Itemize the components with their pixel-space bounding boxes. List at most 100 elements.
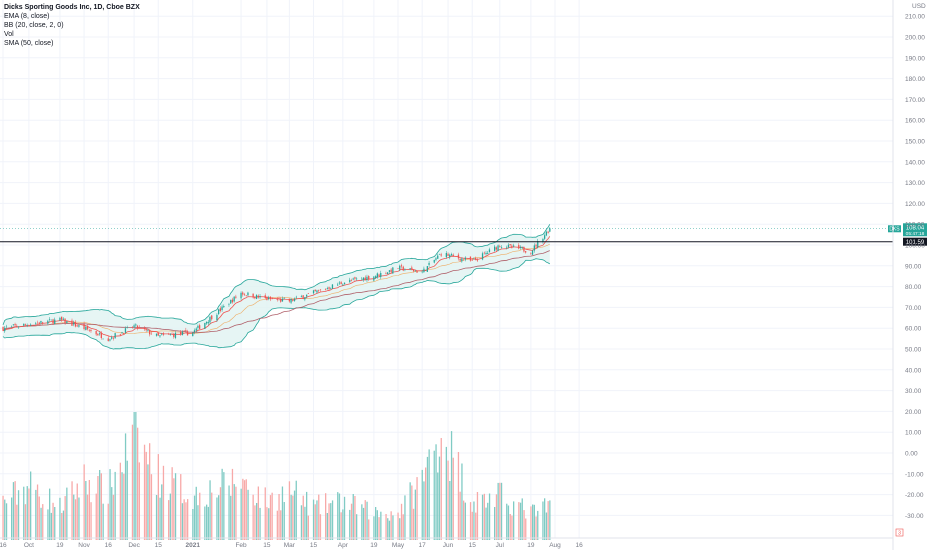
- candle-body[interactable]: [228, 304, 230, 305]
- candle-body[interactable]: [99, 333, 101, 335]
- candle-body[interactable]: [433, 259, 435, 263]
- candle-body[interactable]: [26, 325, 28, 326]
- candle-body[interactable]: [30, 324, 32, 326]
- candle-body[interactable]: [218, 309, 220, 314]
- candle-body[interactable]: [40, 321, 42, 323]
- candle-body[interactable]: [280, 298, 282, 302]
- candle-body[interactable]: [330, 288, 332, 290]
- candle-body[interactable]: [302, 295, 304, 299]
- candle-body[interactable]: [59, 317, 61, 321]
- candle-body[interactable]: [136, 325, 139, 329]
- candle-body[interactable]: [481, 253, 484, 260]
- candle-body[interactable]: [197, 325, 199, 328]
- candle-body[interactable]: [207, 321, 209, 324]
- candle-body[interactable]: [95, 331, 97, 335]
- candle-body[interactable]: [293, 298, 296, 301]
- candle-body[interactable]: [375, 276, 377, 279]
- candle-body[interactable]: [449, 254, 451, 258]
- candle-body[interactable]: [266, 296, 268, 301]
- candle-body[interactable]: [376, 273, 378, 278]
- candle-body[interactable]: [469, 256, 472, 261]
- candle-body[interactable]: [518, 244, 520, 249]
- candle-body[interactable]: [88, 330, 90, 331]
- candle-body[interactable]: [507, 244, 510, 248]
- candle-body[interactable]: [414, 270, 416, 272]
- candle-body[interactable]: [119, 334, 121, 335]
- candle-body[interactable]: [48, 319, 51, 320]
- candle-body[interactable]: [342, 284, 344, 286]
- candle-body[interactable]: [223, 306, 225, 308]
- candle-body[interactable]: [247, 292, 249, 296]
- candle-body[interactable]: [83, 323, 85, 330]
- candle-body[interactable]: [519, 246, 522, 248]
- candle-body[interactable]: [254, 297, 256, 299]
- candle-body[interactable]: [337, 284, 339, 286]
- candle-body[interactable]: [385, 273, 387, 274]
- candle-body[interactable]: [380, 273, 382, 278]
- candle-body[interactable]: [245, 295, 247, 296]
- candle-body[interactable]: [361, 278, 363, 280]
- candle-body[interactable]: [324, 289, 327, 290]
- candle-body[interactable]: [169, 334, 171, 336]
- candle-body[interactable]: [475, 258, 477, 260]
- candle-body[interactable]: [402, 266, 404, 271]
- candle-body[interactable]: [307, 293, 309, 294]
- candle-body[interactable]: [459, 259, 461, 261]
- candle-body[interactable]: [243, 294, 246, 295]
- candle-body[interactable]: [61, 316, 63, 320]
- candle-body[interactable]: [328, 287, 330, 289]
- candle-body[interactable]: [352, 278, 354, 280]
- candle-body[interactable]: [5, 326, 8, 328]
- candle-body[interactable]: [52, 319, 54, 324]
- candle-body[interactable]: [47, 320, 49, 324]
- candle-body[interactable]: [131, 327, 133, 328]
- candle-body[interactable]: [36, 322, 39, 324]
- candle-body[interactable]: [64, 318, 66, 324]
- candle-body[interactable]: [425, 269, 427, 271]
- candle-body[interactable]: [35, 323, 37, 324]
- candle-body[interactable]: [450, 254, 453, 256]
- candle-body[interactable]: [155, 333, 158, 336]
- candle-body[interactable]: [471, 260, 473, 261]
- candle-body[interactable]: [390, 269, 392, 273]
- candle-body[interactable]: [186, 331, 189, 336]
- candle-body[interactable]: [11, 325, 13, 327]
- candle-body[interactable]: [252, 293, 254, 298]
- candle-body[interactable]: [495, 247, 497, 250]
- candle-body[interactable]: [85, 326, 87, 331]
- candle-body[interactable]: [145, 329, 147, 331]
- candle-body[interactable]: [368, 276, 370, 280]
- candle-body[interactable]: [281, 298, 284, 302]
- candle-body[interactable]: [292, 299, 294, 301]
- candle-body[interactable]: [421, 271, 423, 273]
- candle-body[interactable]: [318, 290, 320, 291]
- candle-body[interactable]: [354, 277, 356, 279]
- candle-body[interactable]: [364, 277, 366, 281]
- candle-body[interactable]: [255, 294, 258, 299]
- candle-body[interactable]: [112, 338, 115, 339]
- candle-body[interactable]: [242, 292, 244, 295]
- candle-body[interactable]: [138, 327, 140, 328]
- candle-body[interactable]: [183, 330, 185, 332]
- candle-body[interactable]: [506, 247, 508, 249]
- candle-body[interactable]: [457, 254, 460, 259]
- candle-body[interactable]: [192, 332, 194, 337]
- candle-body[interactable]: [28, 325, 30, 326]
- candle-body[interactable]: [271, 297, 273, 300]
- candle-body[interactable]: [216, 314, 218, 321]
- candle-body[interactable]: [521, 247, 523, 249]
- candle-body[interactable]: [445, 253, 447, 257]
- candle-body[interactable]: [494, 246, 496, 251]
- candle-body[interactable]: [24, 324, 27, 325]
- candle-body[interactable]: [487, 252, 489, 254]
- candle-body[interactable]: [149, 329, 151, 335]
- candle-body[interactable]: [435, 258, 437, 260]
- candle-body[interactable]: [549, 228, 551, 232]
- candle-body[interactable]: [312, 290, 315, 294]
- candle-body[interactable]: [269, 296, 271, 300]
- candle-body[interactable]: [404, 269, 406, 271]
- candle-body[interactable]: [447, 253, 449, 256]
- candle-body[interactable]: [500, 247, 503, 248]
- candle-body[interactable]: [290, 298, 292, 303]
